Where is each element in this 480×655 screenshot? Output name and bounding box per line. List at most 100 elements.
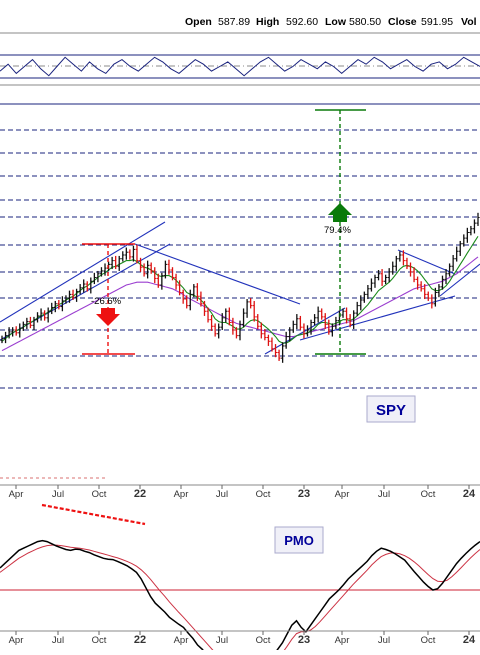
top-indicator-panel bbox=[0, 32, 480, 86]
price-bar bbox=[412, 267, 416, 283]
price-bar bbox=[249, 298, 253, 309]
pmo-line bbox=[0, 539, 480, 655]
price-bar bbox=[199, 291, 203, 307]
price-bar bbox=[82, 279, 86, 293]
price-x-tick-label: Oct bbox=[256, 489, 271, 500]
pmo-x-tick-label: Oct bbox=[256, 635, 271, 646]
price-x-tick-label: Apr bbox=[335, 489, 350, 500]
price-bar bbox=[458, 240, 462, 256]
price-bar bbox=[138, 257, 143, 272]
price-bar bbox=[405, 257, 409, 270]
price-bar bbox=[35, 312, 40, 323]
price-bar bbox=[11, 327, 15, 337]
price-bar bbox=[273, 344, 278, 358]
price-bar bbox=[334, 316, 338, 330]
decline-percent-label: -26.6% bbox=[91, 296, 122, 307]
price-bar bbox=[188, 289, 192, 311]
price-bar bbox=[398, 251, 402, 262]
price-bar bbox=[440, 275, 445, 290]
price-x-tick-label: Jul bbox=[52, 489, 64, 500]
price-bar bbox=[284, 331, 288, 349]
volume-label: Vol bbox=[461, 16, 477, 28]
price-bar bbox=[408, 262, 413, 277]
pmo-label-box bbox=[274, 526, 324, 554]
price-bar bbox=[472, 219, 477, 234]
price-bar bbox=[163, 260, 168, 279]
price-bar bbox=[53, 300, 57, 313]
price-bar bbox=[302, 323, 306, 339]
price-bar bbox=[74, 288, 79, 302]
rally-percent-label: 79.4% bbox=[324, 225, 351, 236]
price-x-tick-label: Oct bbox=[421, 489, 436, 500]
price-bar bbox=[227, 307, 231, 326]
price-x-axis: Apr Jul Oct 22 Apr Jul Oct 23 Apr Jul Oct 24 bbox=[0, 477, 480, 500]
price-bar bbox=[142, 263, 146, 277]
price-bar bbox=[391, 261, 395, 275]
price-bar bbox=[0, 335, 4, 344]
price-bar bbox=[266, 334, 271, 346]
price-bar bbox=[114, 255, 118, 270]
pmo-label: PMO bbox=[284, 533, 314, 548]
price-bar bbox=[419, 281, 423, 292]
price-bar bbox=[447, 263, 452, 277]
price-bar bbox=[170, 267, 175, 281]
price-bar bbox=[234, 327, 239, 339]
price-bar bbox=[64, 295, 68, 304]
price-bar bbox=[423, 284, 427, 300]
price-bar bbox=[57, 300, 61, 310]
price-gridlines bbox=[0, 103, 480, 389]
price-bar bbox=[241, 308, 246, 328]
price-bar bbox=[181, 289, 185, 304]
price-bar bbox=[394, 255, 398, 271]
price-bar bbox=[362, 291, 366, 303]
price-x-tick-label: 24 bbox=[463, 488, 476, 500]
pmo-x-tick-label: Oct bbox=[421, 635, 436, 646]
price-bar bbox=[110, 256, 114, 270]
down-arrow-icon bbox=[96, 308, 120, 326]
price-bar bbox=[103, 263, 107, 276]
price-bar bbox=[476, 212, 480, 226]
price-bar bbox=[131, 245, 136, 262]
price-bar bbox=[224, 308, 228, 323]
price-bar bbox=[21, 321, 25, 331]
price-bar bbox=[238, 320, 242, 341]
price-bar bbox=[451, 255, 455, 271]
pmo-x-tick-label: Apr bbox=[174, 635, 189, 646]
price-bar bbox=[373, 274, 377, 288]
price-bar bbox=[206, 307, 210, 323]
price-bar bbox=[312, 314, 317, 326]
price-bar bbox=[359, 295, 363, 311]
price-bar bbox=[96, 270, 100, 283]
pmo-x-tick-label: 23 bbox=[298, 634, 310, 646]
price-bar bbox=[259, 322, 263, 339]
price-bar bbox=[380, 269, 384, 286]
pmo-panel: PMO Apr Jul Oct 22 Apr Jul Oct 23 Apr Jul Oct 24 bbox=[0, 503, 480, 655]
price-bar bbox=[209, 315, 214, 331]
pmo-x-tick-label: 24 bbox=[463, 634, 476, 646]
pmo-x-tick-labels: Apr Jul Oct 22 Apr Jul Oct 23 Apr Jul Oct 24 bbox=[9, 631, 476, 646]
pmo-x-tick-label: Apr bbox=[335, 635, 350, 646]
pmo-x-tick-label: Oct bbox=[92, 635, 107, 646]
price-bar bbox=[92, 272, 96, 285]
close-value: 591.95 bbox=[421, 16, 453, 28]
price-x-tick-label: Oct bbox=[92, 489, 107, 500]
price-bar bbox=[192, 284, 196, 298]
price-bar bbox=[149, 262, 153, 274]
pmo-signal-line bbox=[0, 544, 480, 655]
up-arrow-icon bbox=[328, 203, 352, 222]
price-bar bbox=[309, 319, 313, 335]
price-bar bbox=[128, 249, 132, 260]
price-bar bbox=[295, 314, 299, 330]
decline-measurement: -26.6% bbox=[82, 243, 135, 355]
price-bar bbox=[85, 281, 89, 292]
pmo-x-tick-label: Jul bbox=[216, 635, 228, 646]
pmo-divergence-line bbox=[41, 503, 146, 526]
symbol-label: SPY bbox=[376, 402, 406, 419]
price-x-tick-label: Apr bbox=[9, 489, 24, 500]
price-bar bbox=[167, 259, 171, 275]
price-bar bbox=[99, 267, 104, 277]
price-bar bbox=[39, 308, 43, 321]
price-bars bbox=[0, 212, 480, 363]
